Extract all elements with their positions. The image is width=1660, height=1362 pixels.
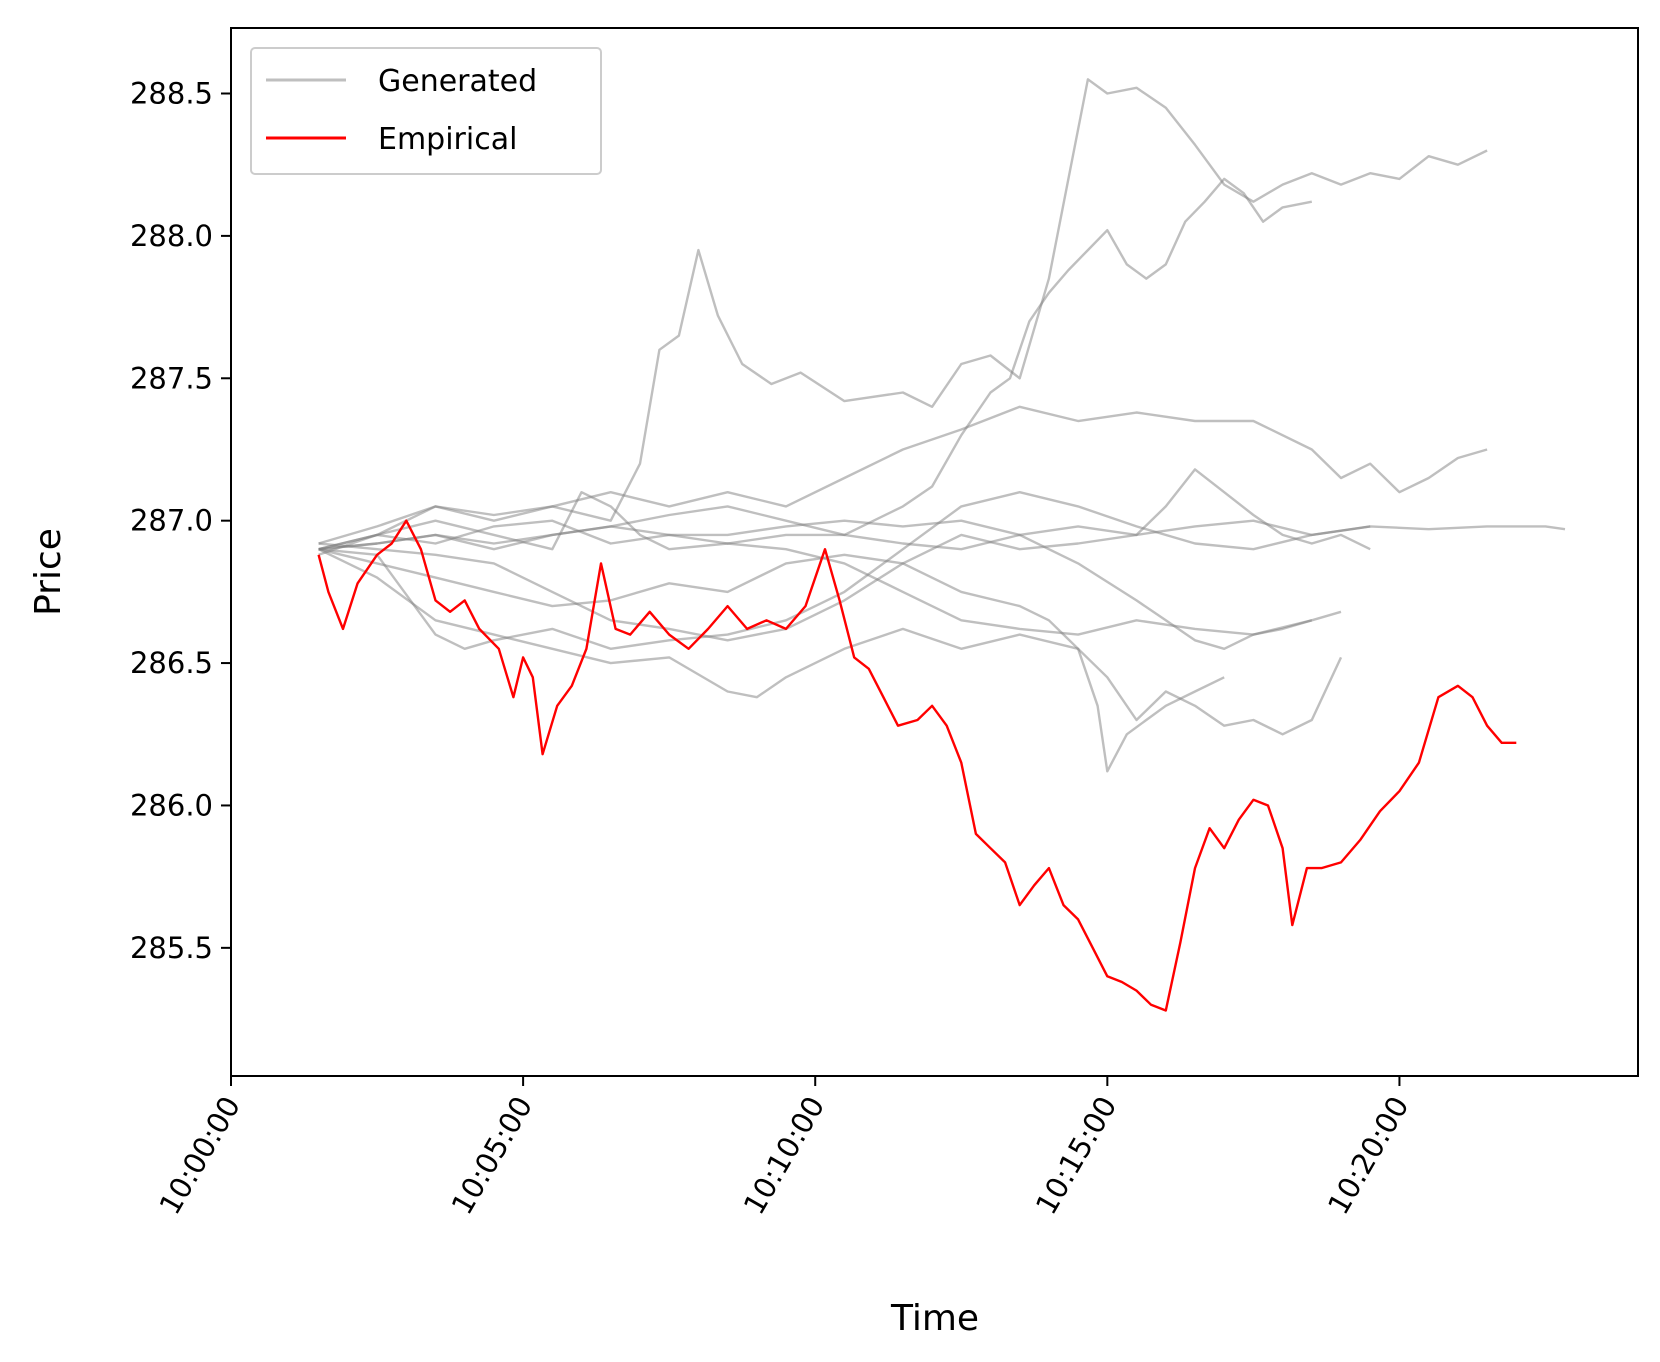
y-axis-title: Price [28,528,69,616]
empirical-series-line [317,519,1517,1012]
legend-generated-label: Generated [378,64,537,99]
generated-series-line [318,491,1371,650]
generated-series-line [318,519,1566,551]
legend: Generated Empirical [250,47,602,175]
y-axis: 285.5 286.0 286.5 287.0 287.5 288.0 288.5 [130,77,231,965]
generated-series-group [318,78,1566,773]
y-tick-label: 288.0 [130,219,213,253]
y-tick-label: 287.5 [130,361,213,395]
plot-frame [230,27,1639,1077]
empirical-series-group [317,519,1517,1012]
y-tick-label: 288.5 [130,77,213,111]
generated-series-line [318,548,1225,773]
y-tick-label: 285.5 [130,931,213,965]
generated-series-line [318,519,1342,650]
generated-series-line [318,78,1488,551]
y-tick-label: 286.5 [130,646,213,680]
generated-series-line [318,548,1343,736]
generated-series-line [318,468,1371,642]
legend-empirical-label: Empirical [378,122,517,157]
generated-series-line [318,405,1488,545]
y-tick-label: 287.0 [130,504,213,538]
generated-series-line [318,491,1313,636]
y-tick-label: 286.0 [130,788,213,822]
x-axis-title: Time [890,1298,979,1339]
